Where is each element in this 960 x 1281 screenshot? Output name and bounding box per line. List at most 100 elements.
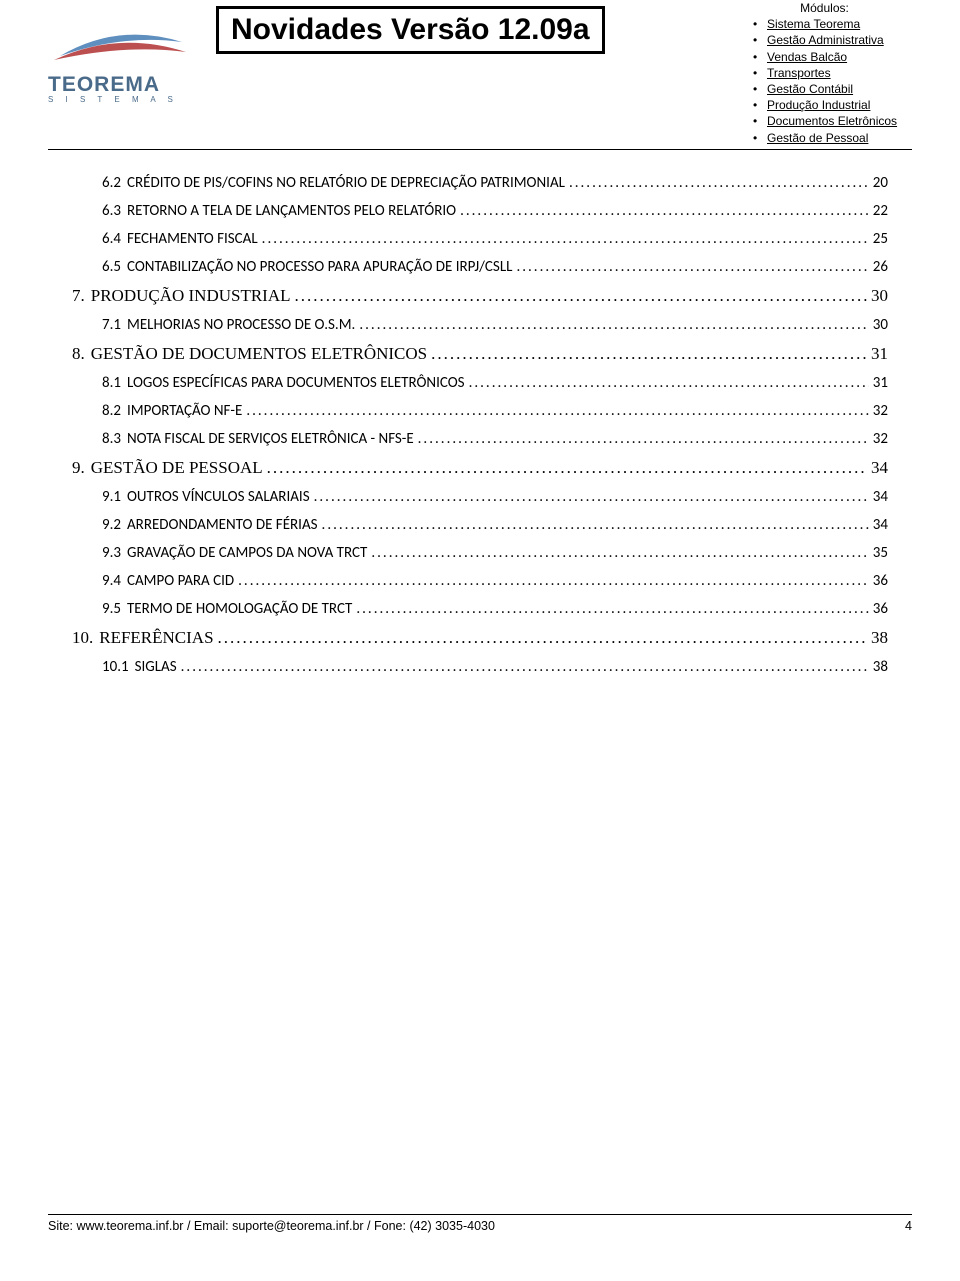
toc-entry-label: ARREDONDAMENTO DE FÉRIAS bbox=[127, 516, 318, 534]
toc-entry[interactable]: 7.1MELHORIAS NO PROCESSO DE O.S.M. 30 bbox=[72, 316, 888, 334]
toc-entry-label: CRÉDITO DE PIS/COFINS NO RELATÓRIO DE DE… bbox=[127, 174, 565, 192]
toc-entry-number: 9.4 bbox=[102, 572, 127, 590]
toc-entry-label: FECHAMENTO FISCAL bbox=[127, 230, 258, 248]
toc-entry-page: 32 bbox=[873, 430, 888, 448]
toc-leader-dots bbox=[469, 374, 869, 392]
toc-entry-number: 9.1 bbox=[102, 488, 127, 506]
toc-entry-number: 9. bbox=[72, 458, 91, 478]
toc-entry-number: 7.1 bbox=[102, 316, 127, 334]
toc-entry-label: GESTÃO DE PESSOAL bbox=[91, 458, 263, 478]
module-item[interactable]: Gestão Administrativa bbox=[753, 32, 912, 48]
toc-entry-label: CONTABILIZAÇÃO NO PROCESSO PARA APURAÇÃO… bbox=[127, 258, 512, 276]
toc-entry[interactable]: 6.5CONTABILIZAÇÃO NO PROCESSO PARA APURA… bbox=[72, 258, 888, 276]
modules-heading: Módulos: bbox=[737, 0, 912, 16]
toc-entry-label: TERMO DE HOMOLOGAÇÃO DE TRCT bbox=[127, 600, 352, 618]
toc-entry[interactable]: 6.2CRÉDITO DE PIS/COFINS NO RELATÓRIO DE… bbox=[72, 174, 888, 192]
toc-entry-number: 6.2 bbox=[102, 174, 127, 192]
page-header: TEOREMA S I S T E M A S Novidades Versão… bbox=[48, 0, 912, 150]
table-of-contents: 6.2CRÉDITO DE PIS/COFINS NO RELATÓRIO DE… bbox=[72, 174, 888, 676]
toc-entry[interactable]: 8.2IMPORTAÇÃO NF-E32 bbox=[72, 402, 888, 420]
toc-entry[interactable]: 10.REFERÊNCIAS38 bbox=[72, 628, 888, 648]
toc-leader-dots bbox=[267, 458, 867, 478]
module-item[interactable]: Transportes bbox=[753, 65, 912, 81]
toc-leader-dots bbox=[238, 572, 869, 590]
toc-leader-dots bbox=[295, 286, 867, 306]
toc-entry-label: SIGLAS bbox=[135, 658, 177, 676]
toc-leader-dots bbox=[460, 202, 869, 220]
toc-entry[interactable]: 8.GESTÃO DE DOCUMENTOS ELETRÔNICOS31 bbox=[72, 344, 888, 364]
toc-entry-page: 26 bbox=[873, 258, 888, 276]
toc-leader-dots bbox=[314, 488, 869, 506]
logo-swoosh-icon bbox=[48, 30, 188, 68]
toc-entry-page: 38 bbox=[871, 628, 888, 648]
toc-entry-number: 6.5 bbox=[102, 258, 127, 276]
page-footer: Site: www.teorema.inf.br / Email: suport… bbox=[48, 1214, 912, 1233]
module-item[interactable]: Gestão Contábil bbox=[753, 81, 912, 97]
toc-entry[interactable]: 9.3GRAVAÇÃO DE CAMPOS DA NOVA TRCT35 bbox=[72, 544, 888, 562]
modules-panel: Módulos: Sistema Teorema Gestão Administ… bbox=[737, 0, 912, 146]
toc-entry-label: REFERÊNCIAS bbox=[99, 628, 213, 648]
modules-list: Sistema Teorema Gestão Administrativa Ve… bbox=[737, 16, 912, 146]
toc-entry[interactable]: 7.PRODUÇÃO INDUSTRIAL 30 bbox=[72, 286, 888, 306]
toc-leader-dots bbox=[431, 344, 867, 364]
toc-entry-label: LOGOS ESPECÍFICAS PARA DOCUMENTOS ELETRÔ… bbox=[127, 374, 465, 392]
toc-leader-dots bbox=[516, 258, 868, 276]
toc-entry-page: 20 bbox=[873, 174, 888, 192]
toc-entry-number: 9.5 bbox=[102, 600, 127, 618]
toc-entry-page: 25 bbox=[873, 230, 888, 248]
toc-entry[interactable]: 9.4CAMPO PARA CID36 bbox=[72, 572, 888, 590]
toc-entry-number: 10.1 bbox=[102, 658, 135, 676]
logo-text: TEOREMA bbox=[48, 73, 188, 97]
toc-entry[interactable]: 8.1LOGOS ESPECÍFICAS PARA DOCUMENTOS ELE… bbox=[72, 374, 888, 392]
toc-entry[interactable]: 9.1OUTROS VÍNCULOS SALARIAIS 34 bbox=[72, 488, 888, 506]
module-item[interactable]: Sistema Teorema bbox=[753, 16, 912, 32]
toc-entry-page: 22 bbox=[873, 202, 888, 220]
module-item[interactable]: Documentos Eletrônicos bbox=[753, 113, 912, 129]
toc-entry-number: 6.4 bbox=[102, 230, 127, 248]
toc-leader-dots bbox=[262, 230, 869, 248]
toc-entry-number: 8. bbox=[72, 344, 91, 364]
logo-subtitle: S I S T E M A S bbox=[48, 95, 188, 104]
toc-entry-number: 8.1 bbox=[102, 374, 127, 392]
document-title: Novidades Versão 12.09a bbox=[216, 6, 605, 54]
toc-entry-label: NOTA FISCAL DE SERVIÇOS ELETRÔNICA - NFS… bbox=[127, 430, 414, 448]
module-item[interactable]: Vendas Balcão bbox=[753, 49, 912, 65]
toc-entry-label: RETORNO A TELA DE LANÇAMENTOS PELO RELAT… bbox=[127, 202, 456, 220]
toc-leader-dots bbox=[418, 430, 869, 448]
toc-entry-page: 35 bbox=[873, 544, 888, 562]
toc-leader-dots bbox=[359, 316, 868, 334]
toc-entry[interactable]: 6.3RETORNO A TELA DE LANÇAMENTOS PELO RE… bbox=[72, 202, 888, 220]
toc-entry-page: 31 bbox=[873, 374, 888, 392]
toc-entry-page: 38 bbox=[873, 658, 888, 676]
toc-entry-page: 30 bbox=[871, 286, 888, 306]
toc-entry-label: MELHORIAS NO PROCESSO DE O.S.M. bbox=[127, 316, 355, 334]
footer-contact: Site: www.teorema.inf.br / Email: suport… bbox=[48, 1219, 495, 1233]
toc-entry-label: OUTROS VÍNCULOS SALARIAIS bbox=[127, 488, 310, 506]
toc-entry[interactable]: 8.3NOTA FISCAL DE SERVIÇOS ELETRÔNICA - … bbox=[72, 430, 888, 448]
toc-leader-dots bbox=[246, 402, 868, 420]
toc-leader-dots bbox=[218, 628, 867, 648]
toc-entry-number: 8.3 bbox=[102, 430, 127, 448]
module-item[interactable]: Gestão de Pessoal bbox=[753, 130, 912, 146]
toc-entry-page: 36 bbox=[873, 600, 888, 618]
footer-page-number: 4 bbox=[905, 1219, 912, 1233]
toc-entry-label: IMPORTAÇÃO NF-E bbox=[127, 402, 242, 420]
company-logo: TEOREMA S I S T E M A S bbox=[48, 30, 188, 104]
toc-entry[interactable]: 9.5TERMO DE HOMOLOGAÇÃO DE TRCT 36 bbox=[72, 600, 888, 618]
toc-entry-number: 9.2 bbox=[102, 516, 127, 534]
toc-entry-label: GESTÃO DE DOCUMENTOS ELETRÔNICOS bbox=[91, 344, 427, 364]
toc-entry[interactable]: 6.4FECHAMENTO FISCAL 25 bbox=[72, 230, 888, 248]
toc-entry[interactable]: 10.1SIGLAS 38 bbox=[72, 658, 888, 676]
toc-entry-number: 7. bbox=[72, 286, 91, 306]
toc-leader-dots bbox=[322, 516, 869, 534]
toc-leader-dots bbox=[356, 600, 868, 618]
toc-entry-page: 34 bbox=[873, 488, 888, 506]
toc-leader-dots bbox=[371, 544, 868, 562]
toc-entry-page: 30 bbox=[873, 316, 888, 334]
toc-entry[interactable]: 9.GESTÃO DE PESSOAL34 bbox=[72, 458, 888, 478]
toc-entry-number: 9.3 bbox=[102, 544, 127, 562]
toc-leader-dots bbox=[181, 658, 869, 676]
module-item[interactable]: Produção Industrial bbox=[753, 97, 912, 113]
toc-entry[interactable]: 9.2ARREDONDAMENTO DE FÉRIAS34 bbox=[72, 516, 888, 534]
toc-entry-label: PRODUÇÃO INDUSTRIAL bbox=[91, 286, 291, 306]
